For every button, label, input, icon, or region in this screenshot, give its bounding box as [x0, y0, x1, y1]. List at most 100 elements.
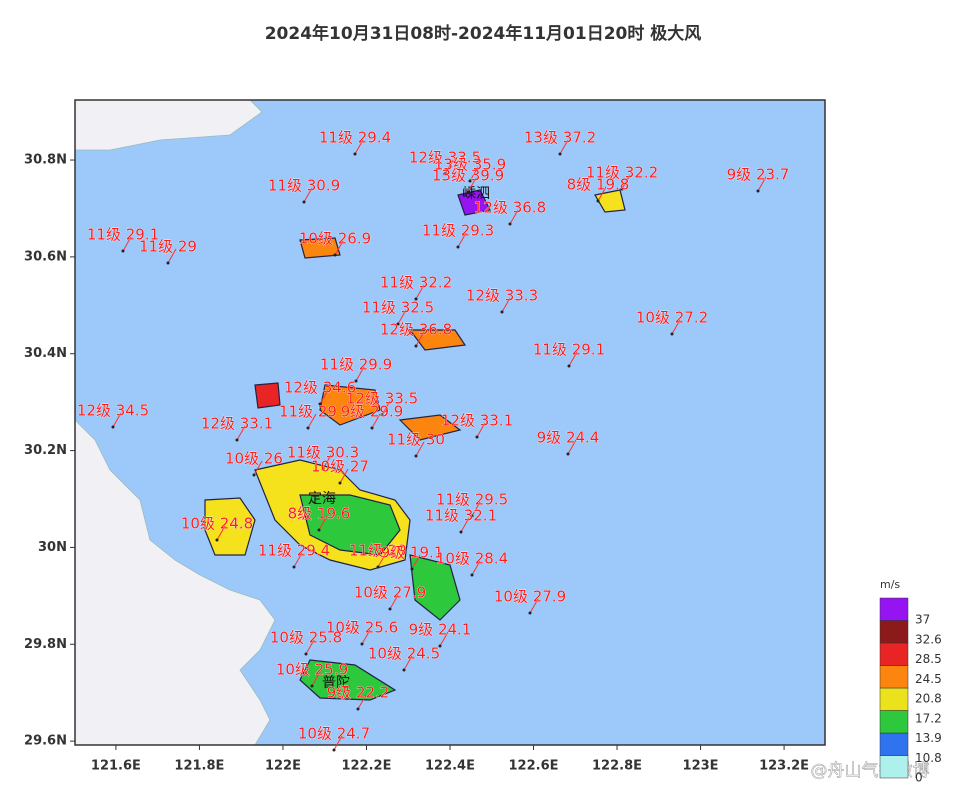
wind-barb: [529, 598, 539, 614]
station-label: 10级 25.6: [326, 619, 398, 637]
station-label: 11级 32.2: [586, 164, 658, 182]
station-dot: [333, 253, 337, 257]
station-dot: [566, 452, 570, 456]
station-label: 9级 24.4: [537, 429, 600, 447]
y-tick-label: 29.8N: [24, 637, 67, 652]
wind-barb: [236, 425, 246, 441]
station-label: 11级 29.3: [422, 222, 494, 240]
station-label: 8级 19.8: [567, 176, 630, 194]
station-label: 9级 22.2: [327, 684, 390, 702]
station-label: 11级 29: [349, 542, 407, 560]
island: [254, 382, 281, 409]
wind-barb: [757, 176, 767, 192]
title: 2024年10月31日08时-2024年11月01日20时 极大风: [265, 23, 702, 44]
station-label: 10级 27.9: [494, 588, 566, 606]
x-tick-label: 122.4E: [425, 759, 475, 774]
wind-barb: [469, 166, 479, 182]
legend-label: 28.5: [915, 652, 942, 666]
station-label: 11级 32.1: [425, 507, 497, 525]
legend-label: 20.8: [915, 692, 942, 706]
wind-barb: [334, 240, 344, 256]
legend-swatch: [879, 597, 909, 621]
station-dot: [166, 261, 170, 265]
station-label: 12级 33.5: [346, 390, 418, 408]
wind-barb: [415, 284, 425, 300]
station-label: 9级 23.7: [727, 166, 790, 184]
island: [594, 189, 626, 213]
wind-barb: [476, 422, 486, 438]
wind-barb: [311, 671, 321, 687]
wind-barb: [567, 439, 577, 455]
island: [409, 554, 461, 621]
station-dot: [470, 514, 474, 518]
station-dot: [528, 611, 532, 615]
station-label: 10级 27: [311, 458, 369, 476]
station-dot: [596, 199, 600, 203]
station-label: 10级 24.7: [298, 725, 370, 743]
legend-swatch: [879, 665, 909, 689]
station-label: 10级 25.9: [276, 661, 348, 679]
wind-barb: [457, 232, 467, 248]
station-label: 12级 33.3: [466, 287, 538, 305]
station-label: 11级 29.9: [320, 356, 392, 374]
wind-barb: [357, 694, 367, 710]
wind-barb: [305, 639, 315, 655]
station-dot: [500, 310, 504, 314]
station-dot: [354, 379, 358, 383]
wind-barb: [253, 460, 263, 476]
station-dot: [121, 249, 125, 253]
station-label: 11级 29.4: [258, 542, 330, 560]
wind-barb: [559, 139, 569, 155]
wind-barb: [377, 552, 387, 568]
watermark: @舟山气象微博: [811, 761, 930, 781]
y-tick-label: 30N: [38, 540, 67, 555]
station-label: 11级 29.1: [533, 341, 605, 359]
map: [74, 99, 826, 746]
station-dot: [215, 538, 219, 542]
place-name: 普陀: [322, 675, 350, 691]
station-label: 12级 36.8: [474, 199, 546, 217]
wind-barb: [381, 400, 391, 416]
station-label: 10级 26.9: [299, 230, 371, 248]
station-label: 8级 19.6: [288, 505, 351, 523]
station-dot: [459, 530, 463, 534]
legend-swatch: [879, 732, 909, 756]
station-dot: [470, 573, 474, 577]
y-tick-label: 30.8N: [24, 153, 67, 168]
station-label: 11级 29.1: [87, 226, 159, 244]
wind-barb: [322, 454, 332, 470]
legend-label: 24.5: [915, 672, 942, 686]
wind-barb: [439, 631, 449, 647]
station-label: 10级 25.8: [270, 629, 342, 647]
station-label: 11级 30.3: [287, 444, 359, 462]
wind-barb: [371, 413, 381, 429]
station-label: 10级 24.5: [368, 645, 440, 663]
station-dot: [356, 707, 360, 711]
station-dot: [756, 189, 760, 193]
station-dot: [353, 152, 357, 156]
station-dot: [304, 652, 308, 656]
wind-barb: [621, 174, 631, 190]
station-dot: [370, 426, 374, 430]
station-dot: [376, 565, 380, 569]
wind-barb: [471, 501, 481, 517]
legend-label: 0: [915, 771, 923, 785]
station-label: 12级 36.8: [380, 321, 452, 339]
island: [408, 329, 467, 351]
station-label: 11级 30: [387, 431, 445, 449]
island: [299, 659, 397, 701]
station-dot: [380, 413, 384, 417]
station-dot: [410, 567, 414, 571]
station-label: 11级 29.5: [436, 491, 508, 509]
station-label: 13级 37.2: [524, 129, 596, 147]
station-dot: [388, 607, 392, 611]
legend-swatch: [879, 755, 909, 779]
wind-barb: [318, 515, 328, 531]
land: [74, 419, 276, 746]
x-tick-label: 122E: [265, 759, 301, 774]
station-dot: [396, 322, 400, 326]
station-label: 10级 26: [225, 450, 283, 468]
wind-barb: [216, 525, 226, 541]
station-label: 11级 29: [139, 238, 197, 256]
wind-barb: [293, 552, 303, 568]
